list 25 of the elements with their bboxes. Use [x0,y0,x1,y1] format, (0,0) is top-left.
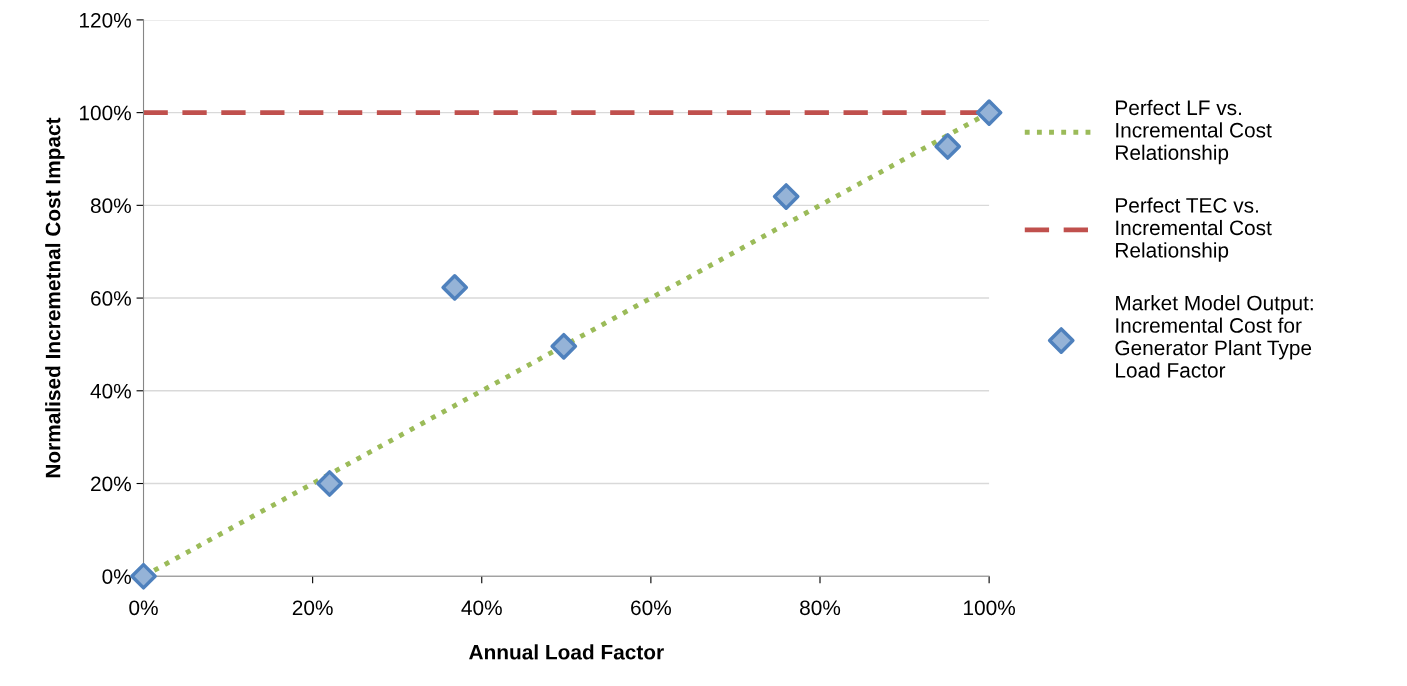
y-tick-label: 80% [90,198,131,214]
y-tick-label: 120% [80,12,131,28]
legend-label: Perfect LF vs. Incremental Cost Relationship [1116,99,1272,165]
x-tick-label: 20% [292,600,333,616]
x-tick-label: 60% [631,600,671,616]
y-tick-label: 100% [80,105,131,121]
point [441,274,469,301]
point [316,470,343,497]
y-tick-label: 40% [90,383,131,399]
y-tick-label: 60% [91,291,131,306]
x-tick-label: 0% [129,600,158,616]
point [975,99,1003,126]
point [550,332,578,360]
legend-label: Market Model Output: Incremental Cost for Generator Plant Type Load Factor [1115,295,1313,378]
x-tick-label: 40% [461,600,502,616]
y-tick-label: 20% [91,476,131,492]
y-tick-label: 0% [102,569,131,584]
y-axis-title: Normalised Incremetnal Cost Impact [45,117,65,478]
x-tick-label: 80% [800,600,841,616]
point [772,183,800,210]
point [130,562,157,590]
x-tick-label: 100% [964,600,1016,616]
legend-label: Perfect TEC vs. Incremental Cost Relationship [1116,197,1272,262]
point [934,133,962,160]
x-axis-title: Annual Load Factor [469,644,664,660]
